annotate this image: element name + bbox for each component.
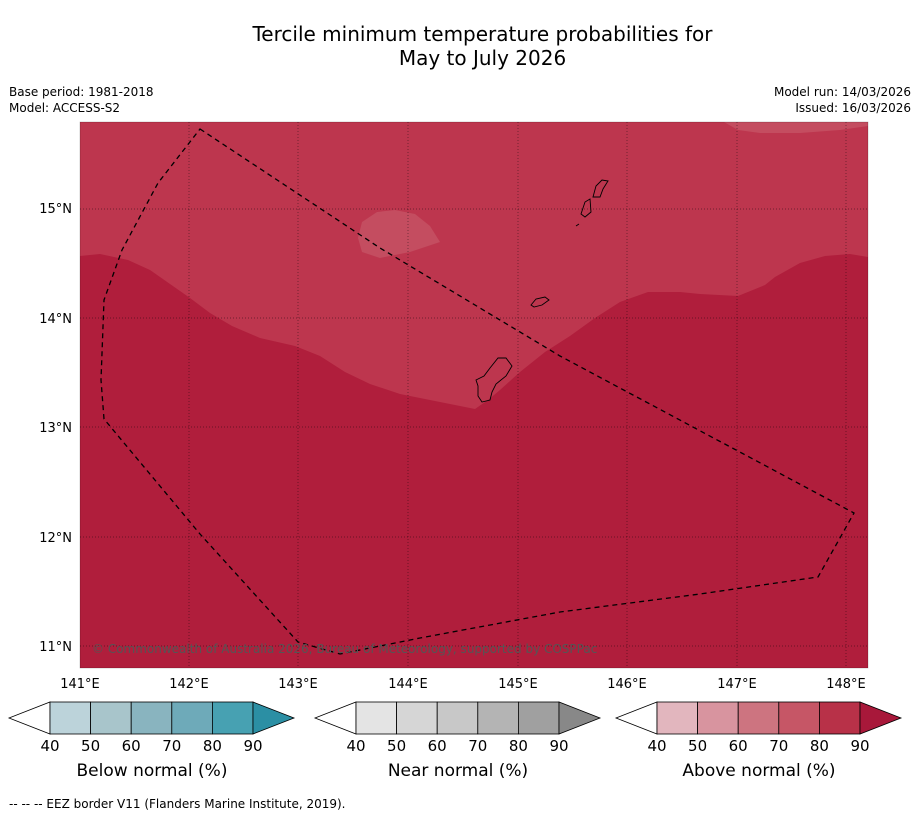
colorbar-tick: 40 (647, 737, 666, 755)
colorbar-tick: 40 (40, 737, 59, 755)
colorbar-below: 40 50 60 70 80 90 (7, 701, 296, 755)
island-aguijan (575, 223, 580, 227)
colorbar-above: 40 50 60 70 80 90 (614, 701, 903, 755)
lat-label: 15°N (39, 202, 72, 217)
colorbar-tick: 90 (850, 737, 869, 755)
meta-left: Base period: 1981-2018 Model: ACCESS-S2 (9, 84, 154, 116)
colorbar-segment (656, 701, 698, 735)
colorbar-segment (518, 701, 560, 735)
title-line-2: May to July 2026 (398, 46, 567, 70)
colorbar-tick: 90 (549, 737, 568, 755)
colorbar-tick: 80 (810, 737, 829, 755)
lat-label: 11°N (39, 640, 72, 655)
colorbar-label-near: Near normal (%) (387, 761, 529, 781)
colorbar-high-extend (252, 701, 296, 735)
colorbar-low-extend (7, 701, 51, 735)
colorbar-segment (355, 701, 397, 735)
colorbar-segment (819, 701, 861, 735)
colorbar-tick: 70 (769, 737, 788, 755)
map-frame (79, 121, 869, 669)
colorbar-segment (778, 701, 820, 735)
eez-border (100, 128, 855, 655)
lon-label: 144°E (388, 677, 428, 692)
colorbar-high-extend (859, 701, 903, 735)
copyright-note: © Commonwealth of Australia 2026, Bureau… (92, 642, 597, 656)
title-line-1: Tercile minimum temperature probabilitie… (252, 22, 713, 46)
lat-label: 14°N (39, 312, 72, 327)
colorbar-tick: 50 (387, 737, 406, 755)
lat-label: 13°N (39, 421, 72, 436)
eez-footnote: -- -- -- EEZ border V11 (Flanders Marine… (9, 797, 346, 811)
colorbar-tick: 50 (688, 737, 707, 755)
base-period: Base period: 1981-2018 (9, 85, 154, 99)
island-rota (530, 296, 550, 308)
lon-label: 145°E (498, 677, 538, 692)
lat-label: 12°N (39, 531, 72, 546)
region-above-70-top (724, 122, 868, 133)
colorbar-tick: 80 (509, 737, 528, 755)
longitude-labels: 141°E 142°E 143°E 144°E 145°E 146°E 147°E 148°E (60, 677, 866, 692)
colorbar-tick: 60 (729, 737, 748, 755)
colorbar-tick: 80 (203, 737, 222, 755)
lon-label: 142°E (169, 677, 209, 692)
colorbar-segment (396, 701, 438, 735)
lon-label: 148°E (826, 677, 866, 692)
lon-label: 146°E (607, 677, 647, 692)
map-panel: © Commonwealth of Australia 2026, Bureau… (80, 122, 868, 668)
colorbar-label-above: Above normal (%) (682, 761, 836, 781)
model-run: Model run: 14/03/2026 (773, 85, 911, 99)
lon-label: 143°E (278, 677, 318, 692)
lon-label: 147°E (717, 677, 757, 692)
colorbar-segment (436, 701, 479, 735)
island-guam (475, 357, 513, 403)
colorbar-segment (477, 701, 519, 735)
latitude-labels: 15°N 14°N 13°N 12°N 11°N (39, 202, 72, 655)
colorbar-tick: 70 (162, 737, 181, 755)
meta-right: Model run: 14/03/2026 Issued: 16/03/2026 (774, 84, 911, 116)
colorbar-segment (49, 701, 91, 735)
colorbar-high-extend (558, 701, 602, 735)
colorbar-tick: 60 (122, 737, 141, 755)
issued-date: Issued: 16/03/2026 (795, 101, 911, 115)
colorbar-segment (211, 701, 254, 735)
island-tinian (580, 198, 592, 218)
colorbars: 40 50 60 70 80 90 40 50 60 70 80 90 40 50 60 70 80 90 (7, 701, 903, 755)
colorbar-tick: 40 (346, 737, 365, 755)
colorbar-low-extend (313, 701, 357, 735)
colorbar-segment (90, 701, 132, 735)
model-name: Model: ACCESS-S2 (9, 101, 121, 115)
colorbar-segment (737, 701, 780, 735)
lon-label: 141°E (60, 677, 100, 692)
graticule (80, 122, 868, 668)
colorbar-tick: 70 (468, 737, 487, 755)
colorbar-tick: 60 (428, 737, 447, 755)
colorbar-segment (130, 701, 173, 735)
island-saipan (592, 179, 609, 198)
colorbar-segment (171, 701, 213, 735)
islands (475, 179, 609, 403)
map-title: Tercile minimum temperature probabilitie… (0, 22, 919, 70)
colorbar-label-below: Below normal (%) (76, 761, 228, 781)
colorbar-tick: 90 (243, 737, 262, 755)
region-above-80 (80, 122, 868, 409)
colorbar-low-extend (614, 701, 658, 735)
region-above-70-patch (358, 210, 440, 258)
colorbar-segment (697, 701, 739, 735)
colorbar-tick: 50 (81, 737, 100, 755)
colorbar-near: 40 50 60 70 80 90 (313, 701, 602, 755)
